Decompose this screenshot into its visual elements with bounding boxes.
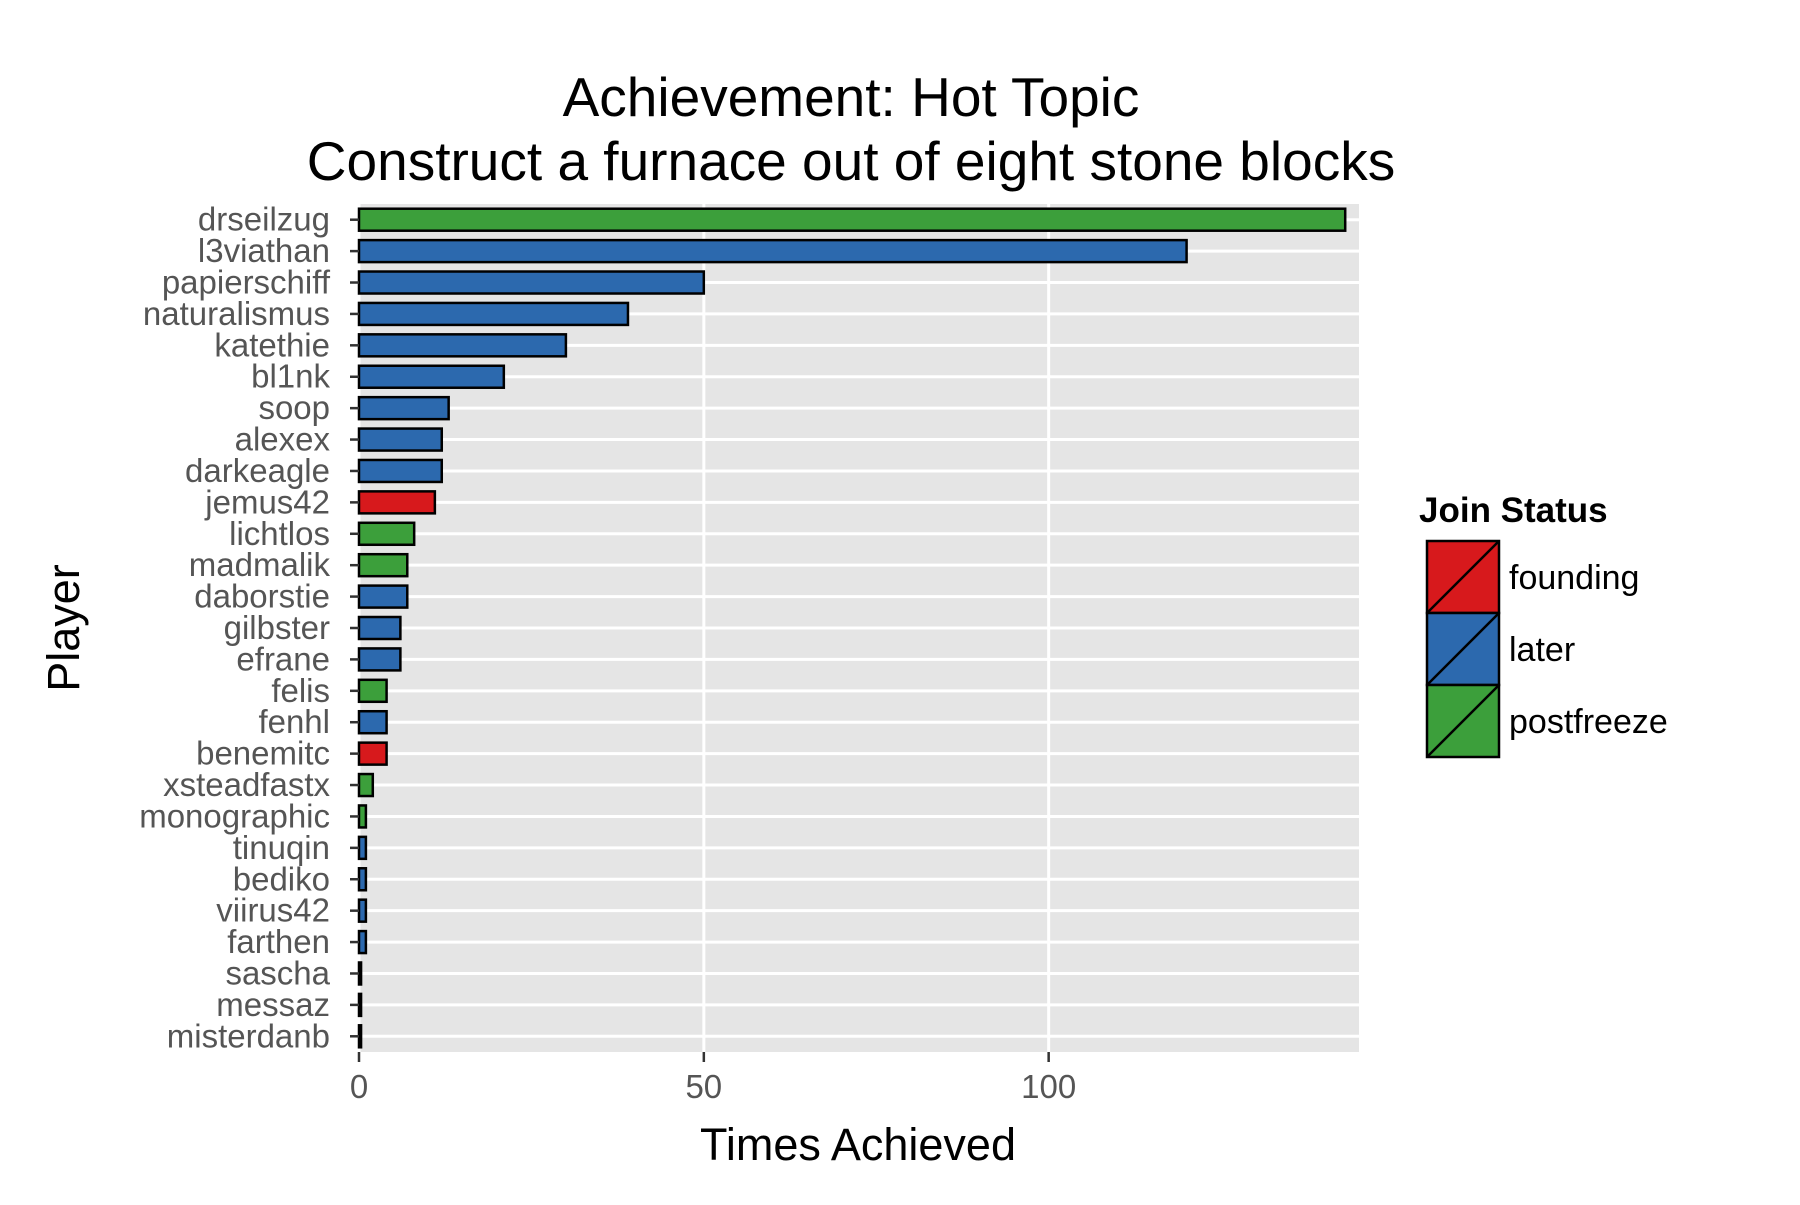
y-tick-label: drseilzug	[198, 201, 330, 238]
bar	[357, 772, 375, 798]
bar	[357, 867, 368, 892]
y-tick-label: viirus42	[216, 892, 330, 929]
y-tick-label: bediko	[233, 860, 330, 897]
bar	[357, 490, 437, 515]
y-tick-label: misterdanb	[167, 1017, 330, 1054]
bar	[357, 615, 402, 641]
y-tick-label: jemus42	[204, 483, 330, 520]
y-tick-label: papierschiff	[162, 264, 331, 301]
legend-label: postfreeze	[1509, 703, 1668, 741]
x-axis-label: Times Achieved	[700, 1119, 1016, 1170]
y-tick-labels: drseilzugl3viathanpapierschiffnaturalism…	[139, 201, 359, 1054]
bar	[357, 992, 363, 1018]
y-tick-label: madmalik	[189, 546, 331, 583]
legend: Join Status founding later postfreeze	[1419, 491, 1668, 759]
x-tick-label: 100	[1021, 1068, 1076, 1105]
legend-key-slash	[1426, 540, 1500, 614]
bar	[357, 427, 444, 452]
legend-title: Join Status	[1419, 491, 1608, 530]
y-tick-label: katethie	[214, 326, 330, 363]
y-tick-label: messaz	[216, 986, 330, 1023]
bar	[357, 395, 450, 421]
bar	[357, 238, 1188, 264]
bar	[357, 741, 388, 766]
bar	[357, 835, 368, 861]
bar	[357, 678, 388, 704]
bar	[357, 929, 368, 955]
y-tick-label: alexex	[235, 421, 331, 458]
y-axis-label: Player	[38, 564, 89, 692]
bar	[357, 364, 506, 389]
legend-key-slash	[1426, 612, 1500, 686]
bar	[357, 458, 444, 484]
y-tick-label: darkeagle	[185, 452, 330, 489]
y-tick-label: tinuqin	[233, 829, 330, 866]
bar	[357, 270, 706, 295]
bar	[357, 647, 402, 672]
y-tick-label: xsteadfastx	[163, 766, 330, 803]
bar	[357, 552, 409, 578]
legend-key-slash	[1426, 684, 1500, 758]
y-tick-label: sascha	[225, 954, 330, 991]
bar	[357, 898, 368, 923]
y-tick-label: monographic	[139, 797, 330, 834]
y-tick-label: daborstie	[194, 578, 330, 615]
y-tick-label: soop	[258, 389, 330, 426]
legend-label: founding	[1509, 559, 1639, 597]
y-tick-label: efrane	[236, 640, 330, 677]
x-tick-label: 50	[685, 1068, 722, 1105]
y-tick-label: gilbster	[224, 609, 330, 646]
y-tick-label: l3viathan	[198, 232, 330, 269]
y-tick-label: farthen	[227, 923, 330, 960]
y-tick-label: benemitc	[196, 735, 330, 772]
chart-title: Achievement: Hot Topic	[563, 66, 1140, 128]
bar	[357, 333, 568, 358]
bar	[357, 804, 368, 829]
bar	[357, 1024, 363, 1049]
y-tick-label: bl1nk	[251, 358, 330, 395]
bar	[357, 521, 416, 547]
bar	[357, 301, 630, 327]
chart-subtitle: Construct a furnace out of eight stone b…	[307, 130, 1395, 192]
y-tick-label: lichtlos	[229, 515, 330, 552]
legend-label: later	[1509, 631, 1575, 669]
bar	[357, 709, 388, 735]
y-tick-label: naturalismus	[143, 295, 330, 332]
bar	[357, 207, 1347, 232]
x-tick-labels: 0 50 100	[350, 1052, 1076, 1105]
x-tick-label: 0	[350, 1068, 368, 1105]
bar	[357, 961, 363, 986]
y-tick-label: fenhl	[258, 703, 330, 740]
bar	[357, 584, 409, 609]
y-tick-label: felis	[271, 672, 330, 709]
